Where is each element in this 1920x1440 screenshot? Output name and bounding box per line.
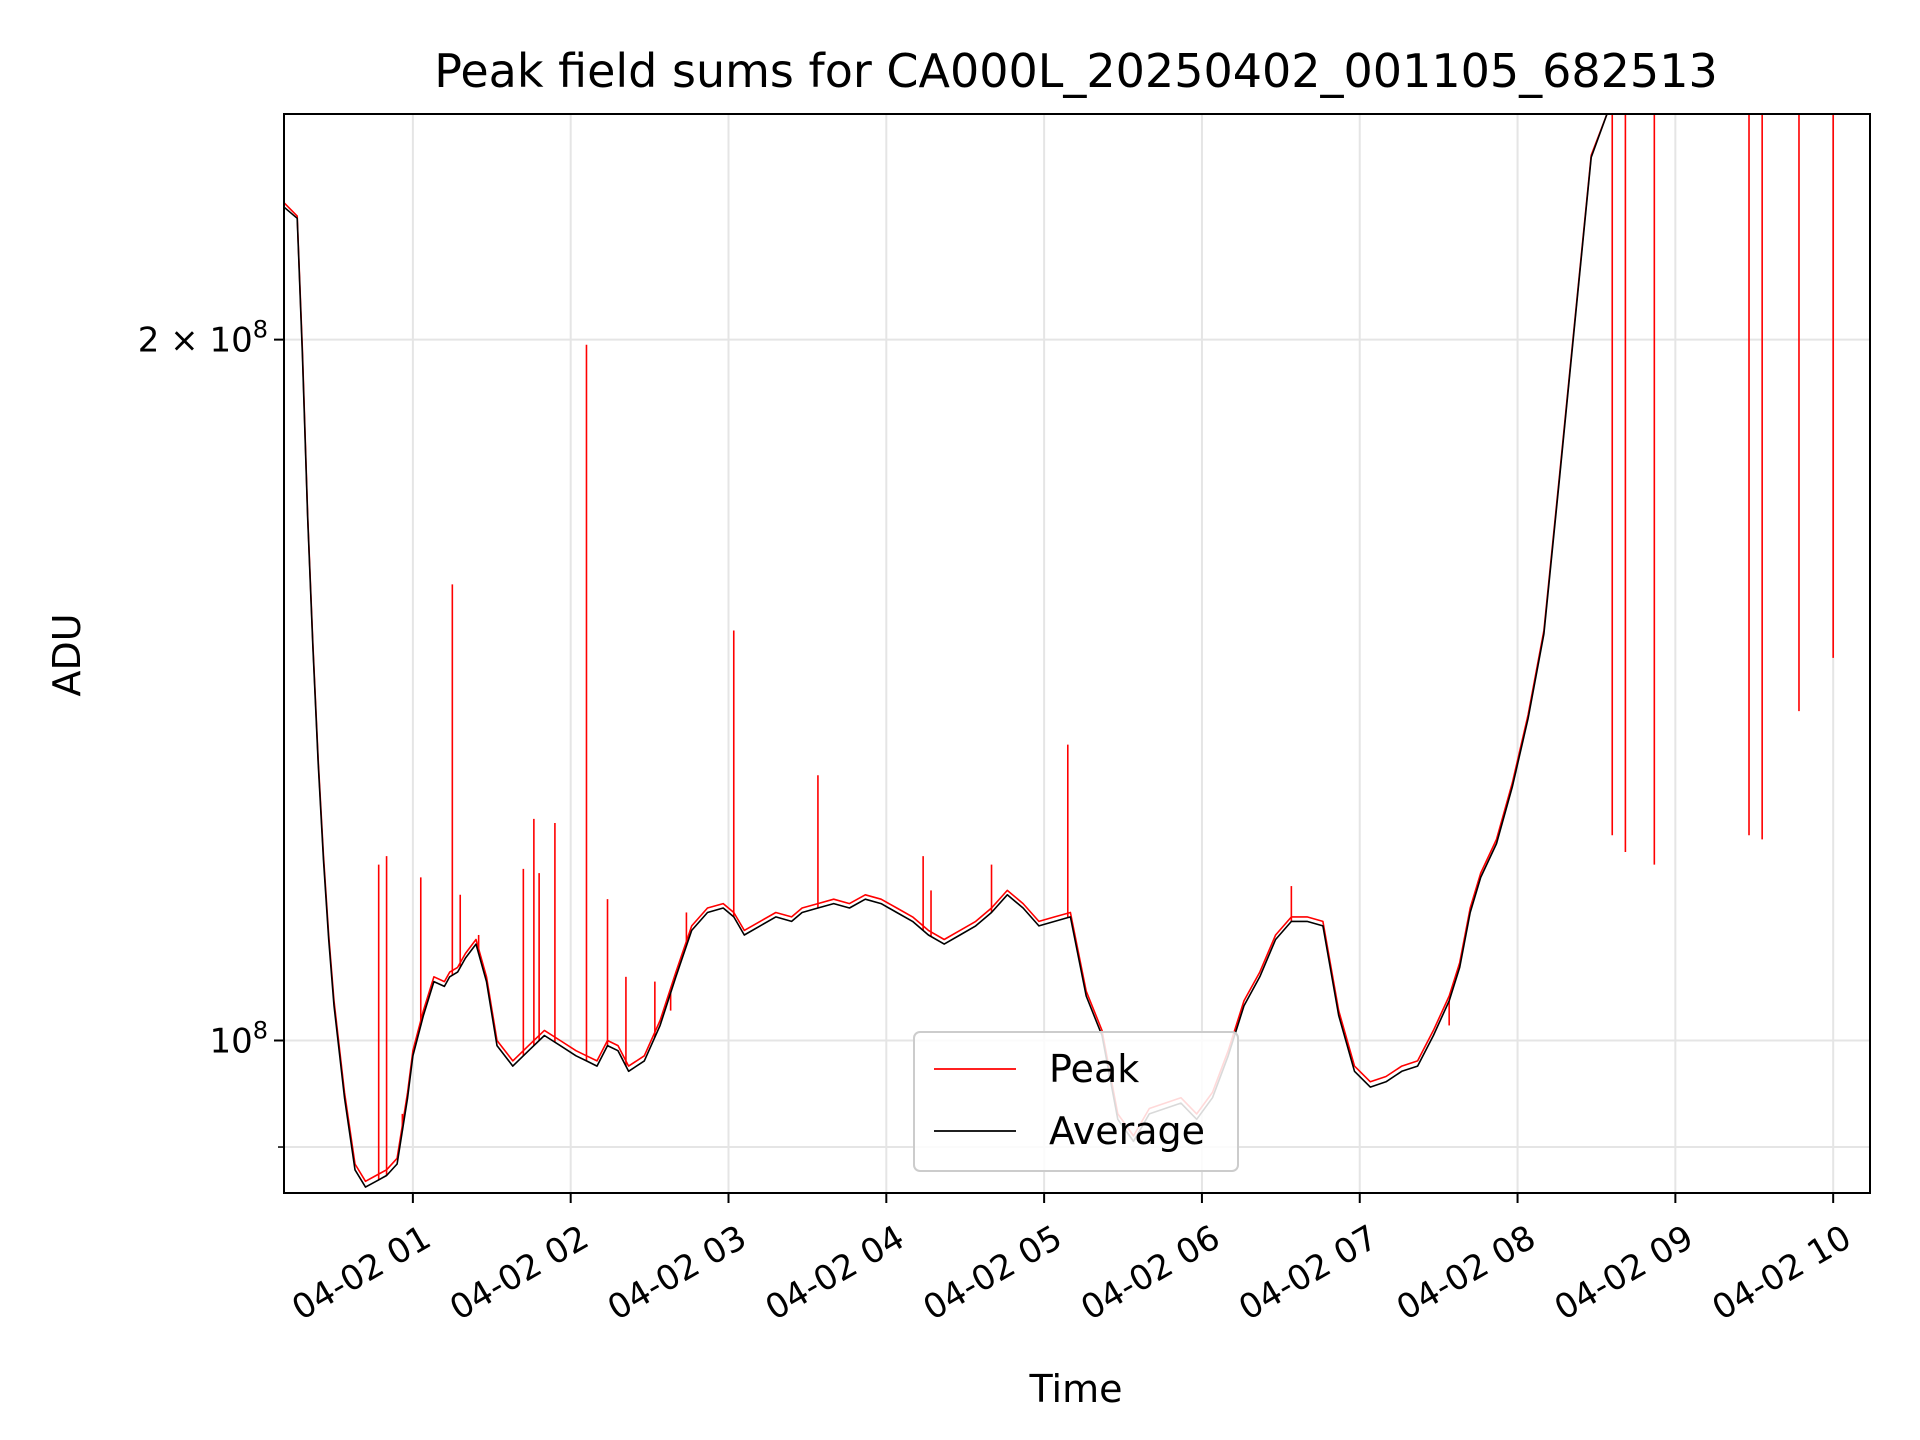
x-axis-title: Time <box>1029 1367 1123 1411</box>
y-tick-label: 2 × 108 <box>138 316 268 361</box>
plot-frame <box>283 113 1871 1194</box>
y-axis-title: ADU <box>45 613 89 696</box>
legend-label-peak: Peak <box>1049 1047 1139 1091</box>
legend-box <box>913 1031 1239 1172</box>
legend-label-average: Average <box>1049 1109 1205 1153</box>
chart-title: Peak field sums for CA000L_20250402_0011… <box>434 44 1717 98</box>
series-line-average <box>284 114 1870 1188</box>
series-layer <box>284 114 1870 1188</box>
y-axis: 108 2 × 108 <box>138 316 284 1148</box>
y-tick-label: 108 <box>209 1016 268 1061</box>
legend: Peak Average <box>913 1031 1239 1172</box>
